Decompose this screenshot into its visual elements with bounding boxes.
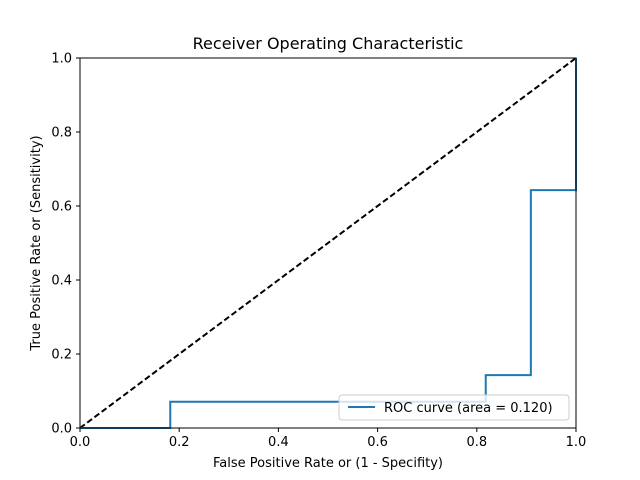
legend: ROC curve (area = 0.120) [338,394,570,421]
y-axis-label: True Positive Rate or (Sensitivity) [29,135,44,351]
y-tick-label: 0.0 [51,422,72,437]
legend-box [338,394,570,421]
legend-label: ROC curve (area = 0.120) [384,401,553,416]
diagonal-reference-line [79,57,577,429]
x-tick-label: 0.0 [70,435,91,450]
y-tick-label: 0.8 [51,126,72,141]
x-tick-label: 0.8 [466,435,487,450]
x-tick-label: 0.2 [169,435,190,450]
y-tick-label: 0.6 [51,200,72,215]
roc-curve-line [80,58,577,429]
y-tick-label: 1.0 [51,52,72,67]
x-axis-label: False Positive Rate or (1 - Specifity) [213,456,443,471]
series-layer [79,57,577,429]
x-tick-label: 1.0 [566,435,587,450]
y-tick-label: 0.2 [51,348,72,363]
chart-title: Receiver Operating Characteristic [193,34,464,53]
x-tick-label: 0.6 [367,435,388,450]
plot-frame [79,57,577,429]
ticks-layer: 0.0 0.2 0.4 0.6 0.8 1.0 0.0 0.2 0.4 0.6 0.8 1.0 [51,52,586,451]
y-tick-label: 0.4 [51,274,72,289]
x-tick-label: 0.4 [268,435,289,450]
